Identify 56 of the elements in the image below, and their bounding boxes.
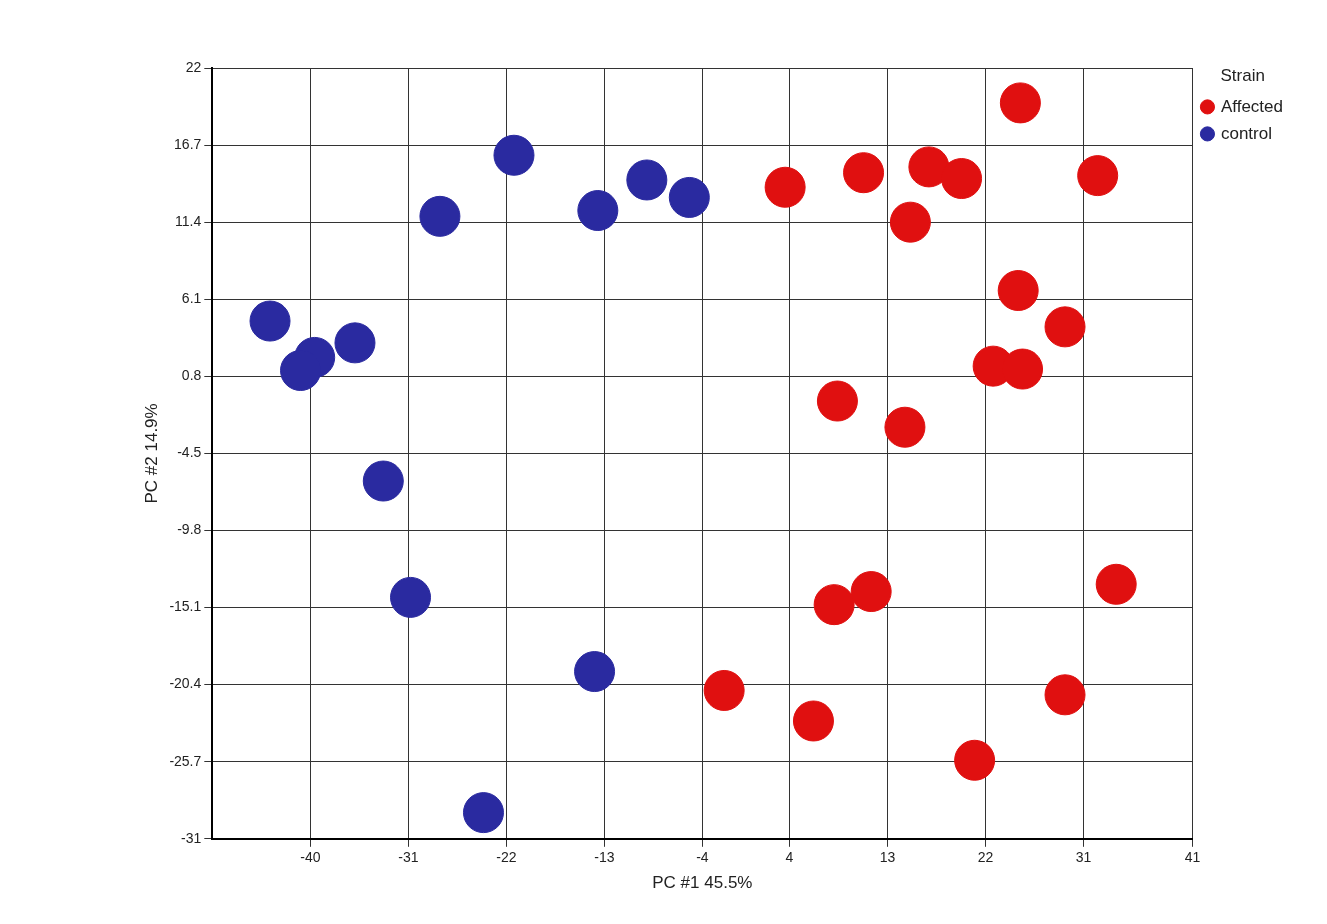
y-tick-label: 0.8 <box>181 367 202 384</box>
point <box>626 159 668 201</box>
y-tick-label: -20.4 <box>169 675 202 692</box>
point <box>249 300 291 342</box>
point <box>419 195 461 237</box>
x-tick-label: 31 <box>1075 849 1092 866</box>
x-tick-label: 22 <box>977 849 994 866</box>
x-tick-label: -13 <box>594 849 615 866</box>
point <box>577 190 619 232</box>
point <box>362 460 404 502</box>
point <box>884 406 926 448</box>
point <box>850 571 892 613</box>
y-tick-label: 22 <box>185 58 202 75</box>
point <box>1044 674 1086 716</box>
x-tick-label: 13 <box>879 849 896 866</box>
y-tick-label: -9.8 <box>177 521 202 538</box>
point <box>813 584 855 626</box>
x-tick-label: 4 <box>785 849 794 866</box>
x-tick-label: -4 <box>696 849 709 866</box>
y-tick-label: -4.5 <box>177 444 202 461</box>
y-tick-label: -15.1 <box>169 598 202 615</box>
x-tick-label: 41 <box>1184 849 1201 866</box>
y-tick-label: -25.7 <box>169 752 202 769</box>
point <box>908 146 950 188</box>
point <box>668 176 710 218</box>
point <box>816 380 858 422</box>
point <box>1077 155 1119 197</box>
point <box>997 270 1039 312</box>
legend-title: Strain <box>1220 66 1265 86</box>
y-tick-label: -31 <box>181 829 202 846</box>
point <box>764 166 806 208</box>
y-tick-label: 6.1 <box>181 290 202 307</box>
point <box>1044 306 1086 348</box>
point <box>999 82 1041 124</box>
point <box>390 576 432 618</box>
x-tick-label: -31 <box>398 849 419 866</box>
point <box>574 651 616 693</box>
y-tick-label: 16.7 <box>174 135 202 152</box>
point <box>792 700 834 742</box>
x-tick-label: -22 <box>496 849 517 866</box>
legend-label: control <box>1220 123 1272 143</box>
point <box>941 158 983 200</box>
x-tick-label: -40 <box>300 849 321 866</box>
point <box>954 739 996 781</box>
y-tick-label: 11.4 <box>175 213 202 230</box>
point <box>889 201 931 243</box>
legend-label: Affected <box>1220 96 1284 116</box>
point <box>703 669 745 711</box>
point <box>280 350 322 391</box>
point <box>462 792 504 834</box>
x-axis-title: PC #1 45.5% <box>652 873 753 893</box>
point <box>843 152 885 194</box>
y-axis-title: PC #2 14.9% <box>141 403 161 504</box>
point <box>493 134 535 176</box>
point <box>1095 563 1137 605</box>
point <box>334 322 376 364</box>
